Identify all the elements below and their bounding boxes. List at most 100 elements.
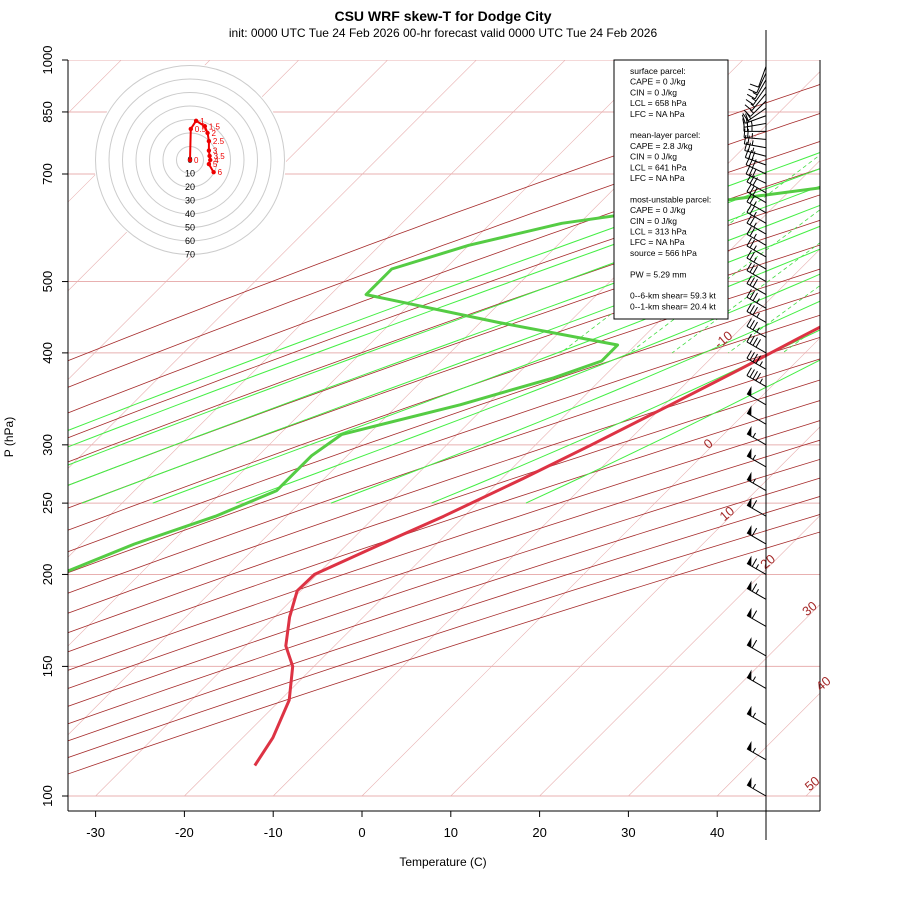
hodograph-point [207,153,212,159]
isotherm-line [539,515,820,797]
wind-barb-staff [746,677,767,689]
wind-barb-flag [749,205,755,215]
dry-adiabat-line [68,314,820,574]
wind-barb [746,215,767,235]
wind-barb-half-flag [750,103,756,108]
wind-barb-half-flag [753,245,757,251]
wind-barb-flag [749,290,755,300]
dry-adiabat-line [68,379,820,634]
wind-barb-flag [752,177,758,186]
wind-barb-flag [748,157,754,167]
wind-barb-flag [746,275,752,284]
isotherm-label: 40 [813,673,834,694]
hodograph-point [206,138,212,144]
wind-barb-pennant [746,777,752,788]
y-tick-label: 700 [40,163,55,185]
wind-barb-flag [749,195,755,204]
hodograph-point [193,118,199,124]
wind-barb-pennant [746,497,752,508]
wind-barb [746,262,767,282]
x-tick-label: -20 [175,825,194,840]
wind-barb-staff [745,115,767,124]
wind-barb [746,193,767,214]
wind-barb-flag [745,113,750,123]
hodograph-point [206,161,212,167]
wind-barb [746,555,767,575]
hodograph-point [202,124,208,129]
isotherm-line [628,603,820,797]
wind-barb [746,275,767,296]
isotherm-label: 10 [717,503,738,524]
wind-barb-half-flag [752,454,756,460]
wind-barb-half-flag [752,747,756,753]
wind-barb-flag [748,167,754,176]
wind-barb [746,204,767,224]
wind-barb-flag [751,639,758,649]
y-tick-label: 400 [40,342,55,364]
wind-barb-pennant [746,669,752,680]
wind-barb-pennant [746,607,752,618]
wind-barb-flag [745,111,752,120]
hodograph-ring-label: 50 [185,223,195,233]
wind-barb-flag [746,262,752,271]
isotherm-label: 20 [757,551,778,572]
wind-barb-flag [751,500,758,509]
info-line: CIN = 0 J/kg [630,152,677,162]
x-tick-label: 20 [532,825,546,840]
wind-barb-flag [746,215,752,224]
wind-barb-flag [752,292,758,301]
moist-adiabat-line [68,185,820,466]
wind-barb-staff [745,173,767,184]
wind-barb-flag [746,193,752,203]
wind-barb-flag [742,113,749,122]
y-tick-label: 250 [40,492,55,514]
wind-barb-staff [746,412,767,425]
wind-barb-staff [752,86,767,105]
line-labels: -1001020304050123581220 [701,328,834,794]
wind-barb-flag [746,249,752,259]
info-line: CAPE = 2.8 J/kg [630,141,693,151]
dry-adiabat-line [68,84,820,362]
info-line: LCL = 641 hPa [630,162,687,172]
wind-barb [746,173,767,194]
wind-barb-flag [746,183,752,192]
moist-adiabat-line [431,329,820,504]
y-tick-label: 200 [40,564,55,586]
hodograph-point-label: 4 [214,156,219,165]
dry-adiabat-line [68,439,820,689]
wind-barb-flag [752,266,758,275]
isotherm-label: 50 [802,773,823,794]
wind-barb-flag [744,104,753,111]
wind-barb-pennant [746,705,752,717]
wind-barb-flag [751,168,757,178]
hodograph-point-label: 5 [213,160,218,169]
wind-barb-staff [746,455,767,468]
hodograph-point [205,130,210,136]
wind-barb-flag [747,135,750,145]
wind-barb [746,740,767,761]
x-tick-label: 0 [358,825,365,840]
dry-adiabat-line [68,268,820,531]
hodograph-ring [95,65,285,255]
wind-barb [746,471,767,492]
y-tick-label: 300 [40,434,55,456]
wind-barb-flag [746,303,752,312]
wind-barb-half-flag [752,676,756,682]
wind-barb-flag [744,148,749,158]
hodograph-ring [135,105,245,215]
wind-barb [746,333,767,354]
wind-barb [746,669,767,689]
wind-barb [746,705,767,726]
y-tick-label: 100 [40,785,55,807]
info-line: LCL = 658 hPa [630,98,687,108]
wind-barb-half-flag [752,783,756,789]
wind-barb [743,134,767,149]
wind-barb [746,289,767,309]
y-tick-label: 150 [40,656,55,678]
dry-adiabat-line [68,458,820,707]
hodograph-ring-label: 10 [185,169,195,179]
wind-barb-half-flag [755,564,759,569]
wind-barb-flag [746,350,752,359]
wind-barb-half-flag [751,97,757,102]
wind-barb [749,66,767,88]
